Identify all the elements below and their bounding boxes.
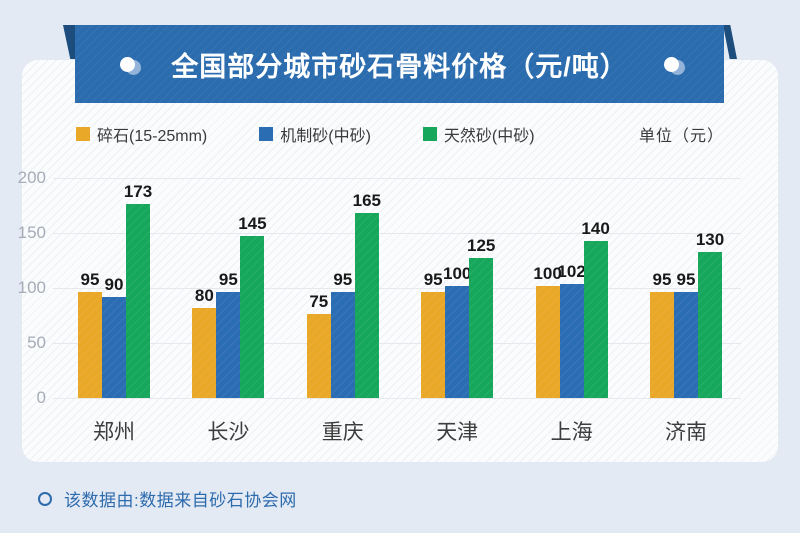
bar-上海-碎石(15-25mm) — [535, 286, 560, 398]
title-banner: 全国部分城市砂石骨料价格（元/吨） — [75, 25, 724, 103]
bar-value-label: 140 — [581, 219, 610, 238]
x-axis-label-天津: 天津 — [436, 421, 479, 444]
gridline-100 — [53, 288, 741, 289]
bar-天津-机制砂(中砂) — [445, 286, 470, 398]
decor-dot-right-icon — [663, 56, 679, 72]
bar-value-label: 165 — [352, 191, 381, 210]
bar-value-label: 95 — [80, 270, 100, 289]
legend-label: 天然砂(中砂) — [443, 128, 535, 145]
bar-济南-机制砂(中砂) — [674, 292, 698, 398]
bar-value-label: 173 — [123, 182, 153, 201]
legend-item-2: 天然砂(中砂) — [422, 122, 535, 146]
bullet-circle-icon — [38, 491, 52, 506]
bar-value-label: 145 — [238, 214, 267, 233]
chart-legend: 碎石(15-25mm) 机制砂(中砂) 天然砂(中砂) 单位（元） — [76, 122, 724, 146]
gridline-150 — [53, 233, 741, 234]
bar-长沙-机制砂(中砂) — [216, 292, 241, 398]
bar-value-label: 95 — [676, 270, 696, 289]
bar-value-label: 100 — [533, 264, 562, 283]
y-axis-tick-150: 150 — [17, 223, 46, 242]
y-axis-tick-200: 200 — [17, 168, 46, 187]
bar-value-label: 90 — [104, 275, 124, 294]
y-axis-tick-0: 0 — [36, 388, 46, 407]
bar-济南-天然砂(中砂) — [698, 252, 722, 398]
bar-value-label: 95 — [423, 270, 443, 289]
legend-swatch-icon — [259, 127, 274, 141]
x-axis-label-济南: 济南 — [665, 421, 707, 444]
bar-重庆-天然砂(中砂) — [354, 213, 379, 398]
x-axis-label-上海: 上海 — [550, 421, 593, 444]
bar-天津-天然砂(中砂) — [469, 258, 494, 398]
bar-天津-碎石(15-25mm) — [421, 292, 446, 398]
gridline-50 — [53, 343, 741, 344]
bar-value-label: 95 — [333, 270, 353, 289]
bar-郑州-碎石(15-25mm) — [78, 292, 102, 398]
bar-郑州-天然砂(中砂) — [126, 204, 150, 398]
y-axis-tick-50: 50 — [27, 333, 46, 352]
bar-value-label: 95 — [218, 270, 238, 289]
bar-value-label: 100 — [443, 264, 472, 283]
bar-value-label: 102 — [557, 262, 586, 281]
page-title: 全国部分城市砂石骨料价格（元/吨） — [171, 51, 628, 82]
legend-item-0: 碎石(15-25mm) — [76, 122, 207, 146]
bar-value-label: 95 — [652, 270, 672, 289]
x-axis-label-郑州: 郑州 — [93, 421, 135, 444]
bar-value-label: 80 — [194, 286, 214, 305]
bar-长沙-碎石(15-25mm) — [192, 308, 217, 398]
bar-上海-机制砂(中砂) — [559, 284, 584, 398]
x-axis-label-长沙: 长沙 — [207, 421, 250, 444]
legend-item-1: 机制砂(中砂) — [259, 122, 371, 146]
gridline-0 — [53, 398, 741, 399]
bar-长沙-天然砂(中砂) — [240, 236, 265, 398]
bar-重庆-机制砂(中砂) — [330, 292, 355, 398]
bar-重庆-碎石(15-25mm) — [306, 314, 331, 398]
legend-label: 碎石(15-25mm) — [97, 128, 208, 145]
bar-上海-天然砂(中砂) — [583, 241, 608, 398]
legend-swatch-icon — [76, 127, 90, 141]
bar-value-label: 130 — [695, 230, 725, 249]
footer-source-text: 该数据由:数据来自砂石协会网 — [64, 491, 297, 510]
bar-value-label: 75 — [309, 292, 329, 311]
legend-label: 机制砂(中砂) — [280, 128, 371, 145]
gridline-200 — [53, 178, 741, 179]
y-axis-tick-100: 100 — [17, 278, 46, 297]
decor-dot-left-icon — [120, 56, 136, 72]
legend-swatch-icon — [422, 127, 437, 141]
footer-note: 该数据由:数据来自砂石协会网 — [38, 486, 297, 511]
unit-label: 单位（元） — [638, 128, 724, 145]
bar-value-label: 125 — [467, 236, 496, 255]
bar-济南-碎石(15-25mm) — [650, 292, 674, 398]
x-axis-label-重庆: 重庆 — [321, 421, 364, 444]
bar-郑州-机制砂(中砂) — [102, 297, 126, 398]
